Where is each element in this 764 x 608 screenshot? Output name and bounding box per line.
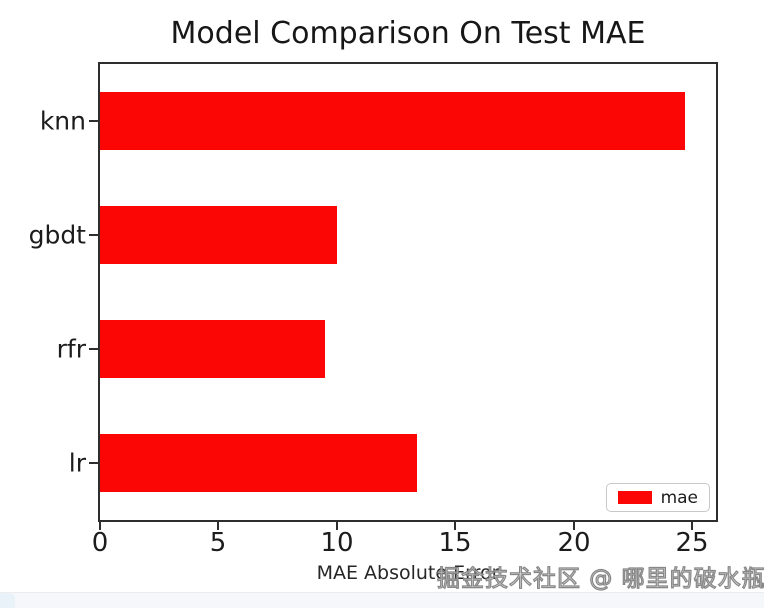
- xtick-mark-10: [336, 522, 338, 530]
- chart-title: Model Comparison On Test MAE: [170, 16, 646, 51]
- x-axis-label: MAE Absolute Error: [316, 562, 500, 584]
- ytick-mark-knn: [89, 120, 98, 122]
- legend-label: mae: [660, 487, 698, 508]
- ytick-mark-rfr: [89, 348, 98, 350]
- corner-chip: [0, 593, 15, 608]
- ytick-label-knn: knn: [39, 106, 86, 136]
- legend: mae: [605, 483, 710, 512]
- ytick-mark-gbdt: [89, 234, 98, 236]
- xtick-label-20: 20: [557, 528, 591, 558]
- xtick-label-0: 0: [91, 528, 109, 558]
- legend-swatch-mae: [617, 491, 652, 504]
- xtick-label-25: 25: [675, 528, 709, 558]
- xtick-label-10: 10: [320, 528, 354, 558]
- xtick-mark-20: [573, 522, 575, 530]
- xtick-mark-15: [454, 522, 456, 530]
- xtick-label-15: 15: [438, 528, 472, 558]
- plot-area: mae: [98, 62, 718, 522]
- bar-lr: [100, 434, 417, 492]
- ytick-label-rfr: rfr: [56, 334, 86, 364]
- bar-gbdt: [100, 206, 337, 264]
- bar-knn: [100, 92, 685, 150]
- ytick-mark-lr: [89, 462, 98, 464]
- xtick-mark-5: [217, 522, 219, 530]
- xtick-mark-0: [99, 522, 101, 530]
- ytick-label-gbdt: gbdt: [28, 220, 86, 250]
- xtick-mark-25: [691, 522, 693, 530]
- watermark: 掘金技术社区 @ 哪里的破水瓶: [436, 565, 764, 592]
- ytick-label-lr: lr: [68, 448, 86, 478]
- bar-rfr: [100, 320, 325, 378]
- page-background-strip: [0, 592, 764, 608]
- xtick-label-5: 5: [209, 528, 227, 558]
